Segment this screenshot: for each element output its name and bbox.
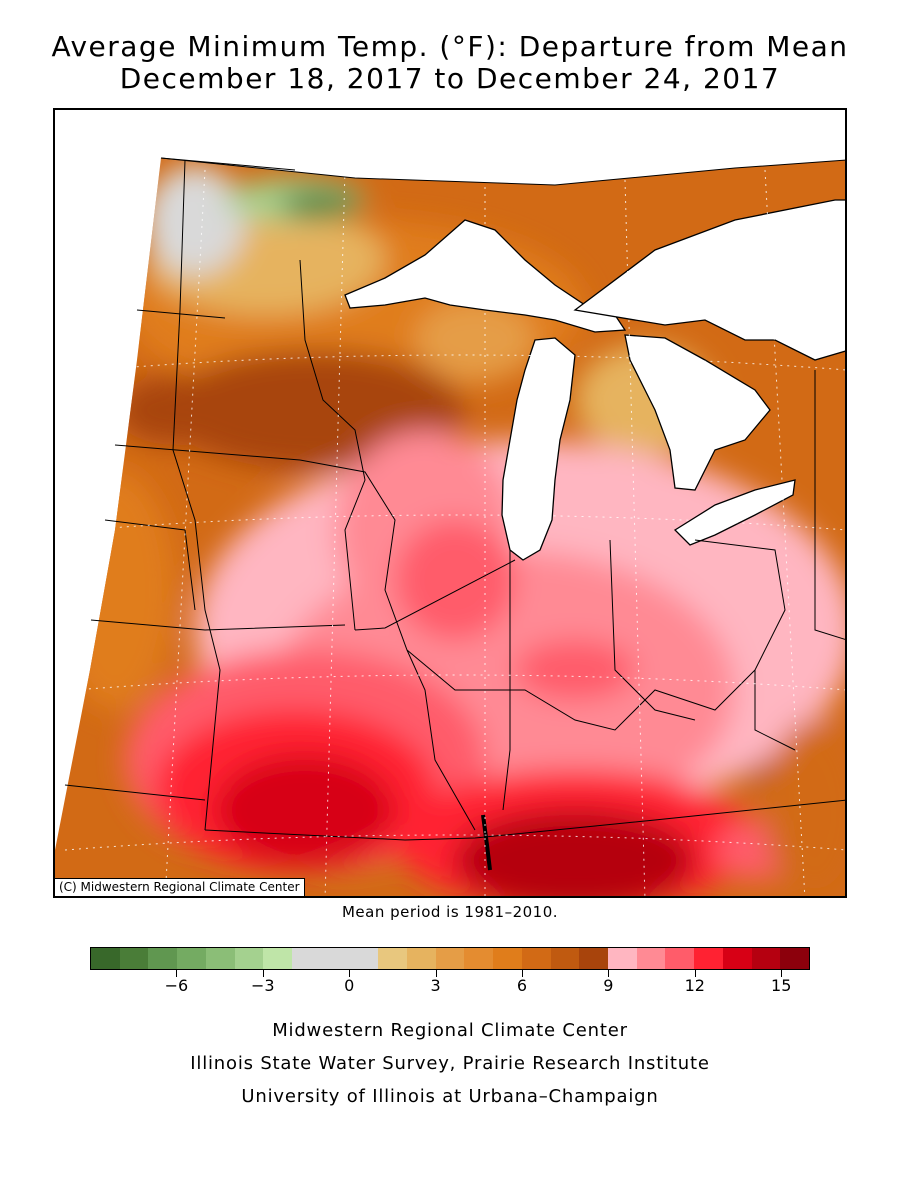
- legend-tick: [176, 970, 178, 977]
- legend-bin: [751, 948, 781, 969]
- legend-tick-label: −6: [164, 976, 189, 995]
- legend-tick-label: −3: [251, 976, 275, 995]
- legend-bin: [493, 948, 522, 969]
- legend-bin: [464, 948, 494, 969]
- legend-bin: [694, 948, 723, 969]
- lake-michigan: [501, 337, 576, 561]
- legend-tick: [349, 970, 351, 977]
- river: [481, 814, 492, 871]
- legend-bin: [349, 948, 379, 969]
- legend-bin: [406, 948, 436, 969]
- legend-bin: [722, 948, 752, 969]
- lake-superior: [344, 219, 627, 333]
- legend-tick-label: 12: [684, 976, 705, 995]
- legend-bin: [378, 948, 407, 969]
- footer-institute: Illinois State Water Survey, Prairie Res…: [190, 1053, 710, 1074]
- lake-erie: [673, 479, 796, 546]
- legend-tick-label: 3: [430, 976, 441, 995]
- legend-tick: [781, 970, 783, 977]
- legend-bin: [780, 948, 809, 969]
- map-panel: (C) Midwestern Regional Climate Center: [53, 108, 847, 898]
- anomaly-map: [55, 157, 845, 896]
- legend-bin: [435, 948, 465, 969]
- map-title: Average Minimum Temp. (°F): Departure fr…: [51, 30, 849, 63]
- legend-bin: [320, 948, 350, 969]
- legend-bin: [607, 948, 637, 969]
- map-credit: (C) Midwestern Regional Climate Center: [55, 878, 305, 896]
- legend-bin: [263, 948, 293, 969]
- lake-huron: [624, 334, 771, 491]
- mean-period-note: Mean period is 1981–2010.: [341, 903, 559, 921]
- legend-tick-labels: −6 −3 0 3 6 9 12 15: [90, 976, 810, 998]
- legend-tick-label: 0: [344, 976, 355, 995]
- great-lakes: [344, 199, 845, 561]
- legend-bin: [665, 948, 695, 969]
- legend-tick-label: 15: [771, 976, 792, 995]
- legend-tick: [608, 970, 610, 977]
- legend-bin: [292, 948, 321, 969]
- footer-university: University of Illinois at Urbana–Champai…: [241, 1086, 659, 1107]
- legend-bin: [148, 948, 178, 969]
- map-date-range: December 18, 2017 to December 24, 2017: [119, 62, 781, 95]
- legend-tick: [522, 970, 523, 977]
- legend-tick-label: 6: [516, 976, 528, 995]
- color-legend: [90, 947, 810, 970]
- legend-bin: [205, 948, 235, 969]
- legend-bin: [550, 948, 580, 969]
- domain-edge: [160, 157, 845, 186]
- graticule: [64, 169, 845, 896]
- legend-tick: [435, 970, 437, 977]
- legend-tick: [262, 970, 264, 977]
- legend-tick: [694, 970, 696, 977]
- legend-bin: [119, 948, 149, 969]
- canada-water: [573, 199, 845, 361]
- legend-bin: [177, 948, 206, 969]
- legend-bin: [91, 948, 120, 969]
- legend-ticks: [90, 970, 810, 978]
- footer-org: Midwestern Regional Climate Center: [272, 1020, 628, 1041]
- legend-bin: [521, 948, 551, 969]
- legend-bin: [636, 948, 666, 969]
- legend-bin: [579, 948, 608, 969]
- legend-tick-label: 9: [603, 976, 614, 995]
- legend-bin: [234, 948, 264, 969]
